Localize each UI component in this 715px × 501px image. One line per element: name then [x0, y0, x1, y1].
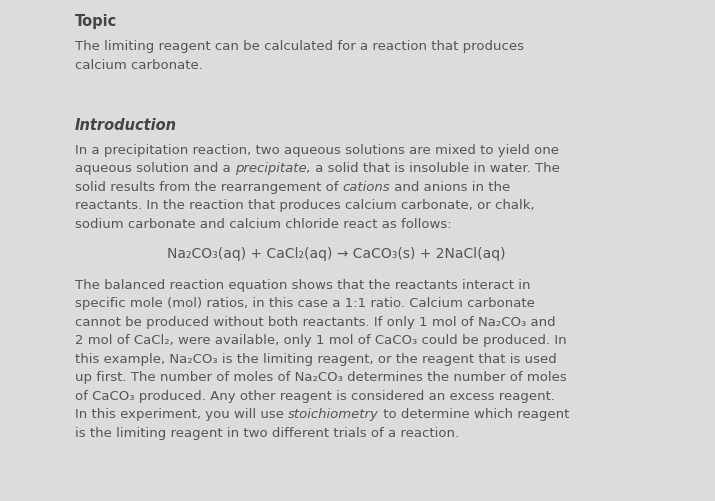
Text: this example, Na₂CO₃ is the limiting reagent, or the reagent that is used: this example, Na₂CO₃ is the limiting rea…	[75, 353, 557, 366]
Text: Na₂CO₃(aq) + CaCl₂(aq) → CaCO₃(s) + 2NaCl(aq): Na₂CO₃(aq) + CaCl₂(aq) → CaCO₃(s) + 2NaC…	[167, 247, 506, 262]
Text: stoichiometry: stoichiometry	[288, 408, 379, 421]
Text: of CaCO₃ produced. Any other reagent is considered an excess reagent.: of CaCO₃ produced. Any other reagent is …	[75, 390, 555, 403]
Text: In a precipitation reaction, two aqueous solutions are mixed to yield one: In a precipitation reaction, two aqueous…	[75, 144, 559, 157]
Text: solid results from the rearrangement of: solid results from the rearrangement of	[75, 181, 342, 194]
Text: reactants. In the reaction that produces calcium carbonate, or chalk,: reactants. In the reaction that produces…	[75, 199, 535, 212]
Text: to determine which reagent: to determine which reagent	[379, 408, 570, 421]
Text: is the limiting reagent in two different trials of a reaction.: is the limiting reagent in two different…	[75, 427, 459, 440]
Text: Topic: Topic	[75, 14, 117, 29]
Text: aqueous solution and a: aqueous solution and a	[75, 162, 235, 175]
Text: Introduction: Introduction	[75, 118, 177, 133]
Text: precipitate,: precipitate,	[235, 162, 311, 175]
Text: up first. The number of moles of Na₂CO₃ determines the number of moles: up first. The number of moles of Na₂CO₃ …	[75, 371, 567, 384]
Text: 2 mol of CaCl₂, were available, only 1 mol of CaCO₃ could be produced. In: 2 mol of CaCl₂, were available, only 1 m…	[75, 334, 566, 347]
Text: cannot be produced without both reactants. If only 1 mol of Na₂CO₃ and: cannot be produced without both reactant…	[75, 316, 556, 329]
Text: calcium carbonate.: calcium carbonate.	[75, 59, 203, 72]
Text: The limiting reagent can be calculated for a reaction that produces: The limiting reagent can be calculated f…	[75, 40, 524, 53]
Text: cations: cations	[342, 181, 390, 194]
Text: sodium carbonate and calcium chloride react as follows:: sodium carbonate and calcium chloride re…	[75, 218, 452, 230]
Text: and anions in the: and anions in the	[390, 181, 511, 194]
Text: specific mole (mol) ratios, in this case a 1:1 ratio. Calcium carbonate: specific mole (mol) ratios, in this case…	[75, 297, 535, 310]
Text: In this experiment, you will use: In this experiment, you will use	[75, 408, 288, 421]
Text: a solid that is insoluble in water. The: a solid that is insoluble in water. The	[311, 162, 560, 175]
Text: The balanced reaction equation shows that the reactants interact in: The balanced reaction equation shows tha…	[75, 279, 531, 292]
